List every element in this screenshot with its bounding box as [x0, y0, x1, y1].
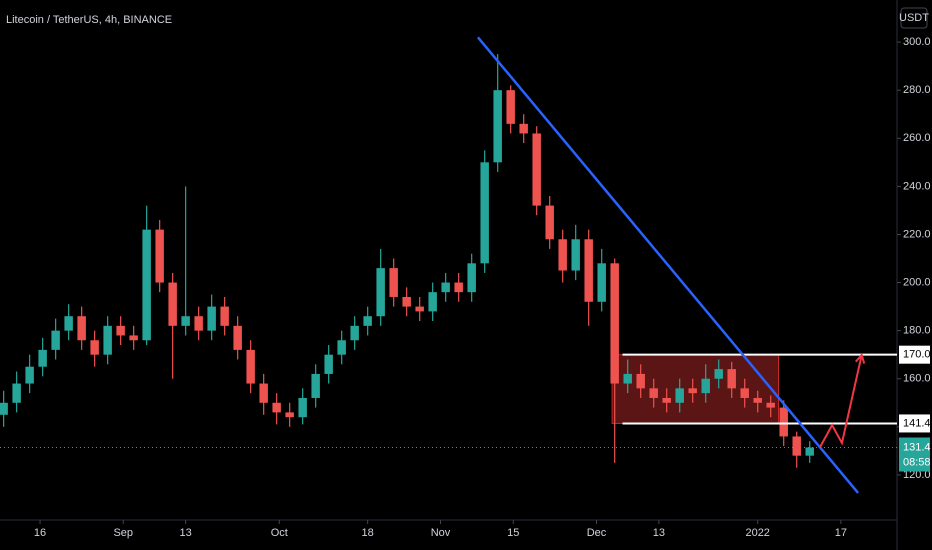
x-tick-label: 13	[653, 527, 665, 539]
candle-body	[753, 397, 762, 403]
candle-body	[584, 239, 593, 302]
candle-body	[597, 263, 606, 302]
projection-arrow	[819, 354, 863, 448]
x-tick-label: 17	[835, 527, 847, 539]
candle-body	[142, 229, 151, 341]
last-price-label: 131.4	[903, 441, 931, 453]
level-label: 141.4	[903, 417, 931, 429]
candle-body	[259, 383, 268, 403]
y-tick-label: 220.0	[903, 228, 931, 240]
x-tick-label: 2022	[745, 527, 769, 539]
candle-body	[805, 447, 814, 456]
candle-body	[714, 369, 723, 379]
countdown-label: 08:58	[903, 456, 931, 468]
candle-body	[571, 239, 580, 271]
candle-body	[350, 325, 359, 341]
candle-body	[376, 268, 385, 317]
candle-body	[363, 316, 372, 326]
x-tick-label: Dec	[587, 527, 607, 539]
candle-body	[545, 205, 554, 240]
candle-body	[441, 282, 450, 293]
candle-body	[402, 296, 411, 307]
x-tick-label: 18	[362, 527, 374, 539]
x-tick-label: 16	[34, 527, 46, 539]
candle-body	[168, 282, 177, 326]
y-tick-label: 200.0	[903, 276, 931, 288]
candle-body	[337, 340, 346, 355]
candle-body	[90, 340, 99, 355]
y-tick-label: 280.0	[903, 84, 931, 96]
candle-body	[506, 90, 515, 124]
candle-body	[64, 316, 73, 331]
level-label-box	[899, 414, 930, 433]
y-tick-label: 120.0	[903, 469, 931, 481]
candle-body	[532, 133, 541, 206]
candle-body	[727, 369, 736, 389]
candle-body	[311, 373, 320, 398]
last-price-box	[899, 437, 930, 472]
candle-body	[792, 436, 801, 456]
candle-body	[610, 263, 619, 384]
y-tick-label: 160.0	[903, 373, 931, 385]
candle-body	[636, 373, 645, 389]
level-label: 170.0	[903, 349, 931, 361]
candle-body	[454, 282, 463, 293]
candle-body	[779, 407, 788, 437]
arrow-head	[855, 352, 866, 364]
x-tick-label: Oct	[271, 527, 288, 539]
candle-body	[220, 306, 229, 326]
currency-label: USDT	[899, 12, 929, 24]
x-tick-label: 13	[180, 527, 192, 539]
candle-body	[194, 316, 203, 331]
candle-body	[662, 397, 671, 403]
chart-title: Litecoin / TetherUS, 4h, BINANCE	[6, 14, 172, 26]
candle-body	[480, 162, 489, 264]
candle-body	[0, 402, 8, 415]
candle-body	[389, 268, 398, 297]
candle-body	[38, 349, 47, 367]
candle-body	[298, 397, 307, 418]
y-tick-label: 240.0	[903, 180, 931, 192]
candle-body	[129, 335, 138, 341]
currency-box[interactable]	[900, 7, 928, 29]
candle-body	[688, 388, 697, 394]
candle-body	[766, 402, 775, 408]
y-tick-label: 300.0	[903, 36, 931, 48]
candle-body	[272, 402, 281, 413]
candle-body	[740, 388, 749, 398]
candle-body	[207, 306, 216, 331]
candle-body	[324, 354, 333, 374]
candle-body	[233, 325, 242, 350]
candle-body	[25, 366, 34, 384]
candle-body	[246, 349, 255, 384]
candle-body	[415, 306, 424, 312]
y-tick-label: 180.0	[903, 325, 931, 337]
candle-body	[428, 292, 437, 312]
candle-body	[649, 388, 658, 398]
candle-body	[558, 239, 567, 271]
candle-body	[623, 373, 632, 384]
candle-body	[519, 123, 528, 134]
candle-body	[675, 388, 684, 403]
x-tick-label: 15	[507, 527, 519, 539]
level-label-box	[899, 345, 930, 364]
candle-body	[12, 383, 21, 403]
candle-body	[701, 378, 710, 394]
trendline	[476, 36, 860, 494]
candle-body	[103, 325, 112, 355]
candle-body	[181, 316, 190, 326]
candle-body	[467, 263, 476, 293]
x-tick-label: Nov	[431, 527, 451, 539]
y-tick-label: 260.0	[903, 132, 931, 144]
candle-body	[493, 90, 502, 163]
candle-body	[116, 325, 125, 336]
candle-body	[285, 412, 294, 418]
candle-body	[51, 330, 60, 350]
x-tick-label: Sep	[113, 527, 133, 539]
candle-body	[155, 229, 164, 283]
candle-body	[77, 316, 86, 341]
